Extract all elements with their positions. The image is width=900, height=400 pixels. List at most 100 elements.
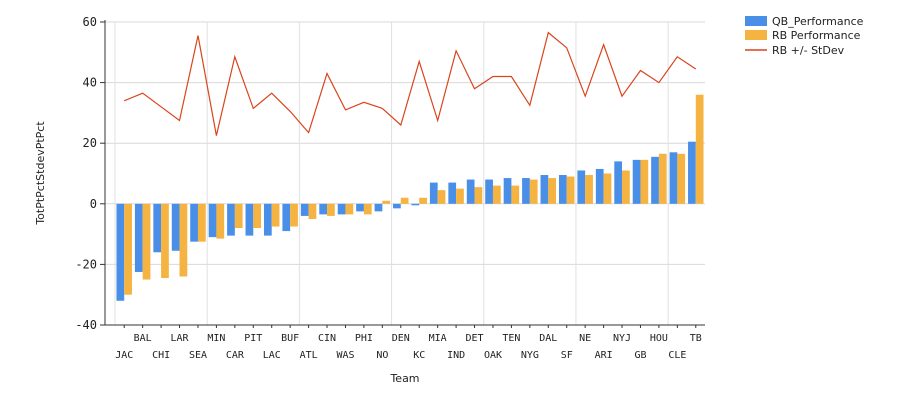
qb-bar-ne bbox=[577, 170, 586, 204]
legend-label-qb: QB_Performance bbox=[772, 15, 864, 28]
x-tick-label-buf: BUF bbox=[281, 333, 299, 344]
qb-bar-dal bbox=[540, 175, 549, 204]
x-tick-label-ind: IND bbox=[447, 350, 465, 361]
y-tick-label: -40 bbox=[75, 318, 97, 332]
legend-swatch-qb bbox=[745, 16, 767, 26]
y-axis-title: TotPtPctStdevPtPct bbox=[34, 121, 47, 226]
rb-bar-no bbox=[382, 200, 391, 204]
x-tick-label-car: CAR bbox=[226, 350, 245, 361]
qb-bar-nyj bbox=[614, 161, 623, 204]
x-tick-label-den: DEN bbox=[392, 333, 410, 344]
x-tick-label-min: MIN bbox=[207, 333, 225, 344]
rb-bar-car bbox=[234, 203, 243, 229]
qb-bar-kc bbox=[411, 203, 420, 206]
x-tick-label-sf: SF bbox=[561, 350, 573, 361]
line-series bbox=[123, 31, 697, 136]
x-tick-label-nyj: NYJ bbox=[613, 333, 631, 344]
x-tick-label-pit: PIT bbox=[244, 333, 262, 344]
rb-bar-lac bbox=[271, 203, 280, 227]
rb-bar-bal bbox=[142, 203, 151, 280]
x-tick-label-jac: JAC bbox=[115, 350, 133, 361]
qb-bar-was bbox=[337, 203, 346, 215]
rb-bar-jac bbox=[124, 203, 132, 295]
qb-bar-car bbox=[227, 203, 235, 236]
qb-bar-tb bbox=[688, 141, 696, 204]
rb-bar-oak bbox=[492, 185, 501, 204]
rb-bar-lar bbox=[179, 203, 188, 277]
legend-item-rb[interactable]: RB Performance bbox=[745, 29, 861, 42]
x-tick-label-atl: ATL bbox=[300, 350, 318, 361]
rb-bar-mia bbox=[437, 190, 446, 204]
x-tick-label-cle: CLE bbox=[668, 350, 686, 361]
qb-bar-ari bbox=[595, 168, 604, 204]
rb-bar-nyj bbox=[622, 170, 630, 204]
qb-bar-chi bbox=[153, 203, 162, 253]
rb-bar-gb bbox=[640, 159, 649, 204]
y-tick-labels: -40 -20 0 20 40 60 bbox=[75, 15, 97, 332]
x-tick-label-ari: ARI bbox=[595, 350, 613, 361]
qb-bar-jac bbox=[116, 203, 125, 301]
rb-bar-buf bbox=[290, 203, 298, 227]
qb-bar-atl bbox=[300, 203, 309, 216]
qb-bar-sf bbox=[558, 175, 567, 204]
qb-bar-mia bbox=[429, 182, 438, 204]
x-tick-label-phi: PHI bbox=[355, 333, 373, 344]
qb-bar-bal bbox=[134, 203, 143, 272]
qb-bar-sea bbox=[190, 203, 198, 242]
rb-bar-phi bbox=[363, 203, 372, 215]
qb-bar-det bbox=[466, 179, 475, 204]
y-tick-label: 60 bbox=[83, 15, 97, 29]
qb-bar-hou bbox=[651, 156, 659, 204]
qb-bar-nyg bbox=[522, 178, 530, 204]
x-tick-label-ten: TEN bbox=[502, 333, 520, 344]
rb-bar-sf bbox=[566, 176, 575, 204]
x-tick-label-mia: MIA bbox=[429, 333, 447, 344]
y-tick-label: 0 bbox=[90, 197, 97, 211]
rb-bar-det bbox=[474, 187, 483, 204]
legend-label-rb: RB Performance bbox=[772, 29, 861, 42]
rb-bar-ind bbox=[456, 188, 464, 204]
qb-bar-lac bbox=[263, 203, 272, 236]
rb-stdev-line bbox=[123, 31, 697, 136]
rb-bar-ari bbox=[603, 173, 612, 204]
rb-bar-min bbox=[216, 203, 225, 239]
legend-item-qb[interactable]: QB_Performance bbox=[745, 15, 864, 28]
rb-bar-hou bbox=[658, 153, 667, 204]
qb-bar-oak bbox=[485, 179, 493, 204]
x-tick-label-hou: HOU bbox=[650, 333, 668, 344]
legend-item-rb-stdev[interactable]: RB +/- StDev bbox=[745, 44, 845, 57]
x-tick-label-oak: OAK bbox=[484, 350, 502, 361]
y-tick-label: -20 bbox=[75, 257, 97, 271]
x-tick-label-gb: GB bbox=[634, 350, 646, 361]
rb-bar-chi bbox=[161, 203, 169, 279]
rb-bar-ne bbox=[585, 175, 593, 204]
qb-bar-cin bbox=[319, 203, 328, 215]
x-tick-label-tb: TB bbox=[690, 333, 702, 344]
x-tick-label-was: WAS bbox=[336, 350, 354, 361]
qb-bar-phi bbox=[356, 203, 364, 212]
rb-bar-den bbox=[400, 197, 409, 204]
x-tick-label-ne: NE bbox=[579, 333, 591, 344]
rb-bar-nyg bbox=[529, 179, 538, 204]
qb-bar-lar bbox=[171, 203, 180, 251]
y-tick-label: 40 bbox=[83, 76, 97, 90]
rb-bar-dal bbox=[548, 178, 557, 204]
qb-bar-ten bbox=[503, 178, 512, 204]
y-tick-label: 20 bbox=[83, 136, 97, 150]
x-tick-label-chi: CHI bbox=[152, 350, 170, 361]
rb-bar-tb bbox=[695, 94, 704, 204]
x-tick-label-cin: CIN bbox=[318, 333, 336, 344]
rb-bar-ten bbox=[511, 185, 520, 204]
axes bbox=[100, 20, 705, 328]
qb-bar-buf bbox=[282, 203, 291, 232]
x-tick-label-nyg: NYG bbox=[521, 350, 539, 361]
rb-bar-sea bbox=[197, 203, 206, 242]
x-tick-label-lar: LAR bbox=[171, 333, 190, 344]
rb-bar-was bbox=[345, 203, 354, 215]
rb-bar-kc bbox=[419, 197, 427, 204]
qb-bar-pit bbox=[245, 203, 254, 236]
x-tick-label-sea: SEA bbox=[189, 350, 207, 361]
qb-bar-cle bbox=[669, 152, 678, 204]
